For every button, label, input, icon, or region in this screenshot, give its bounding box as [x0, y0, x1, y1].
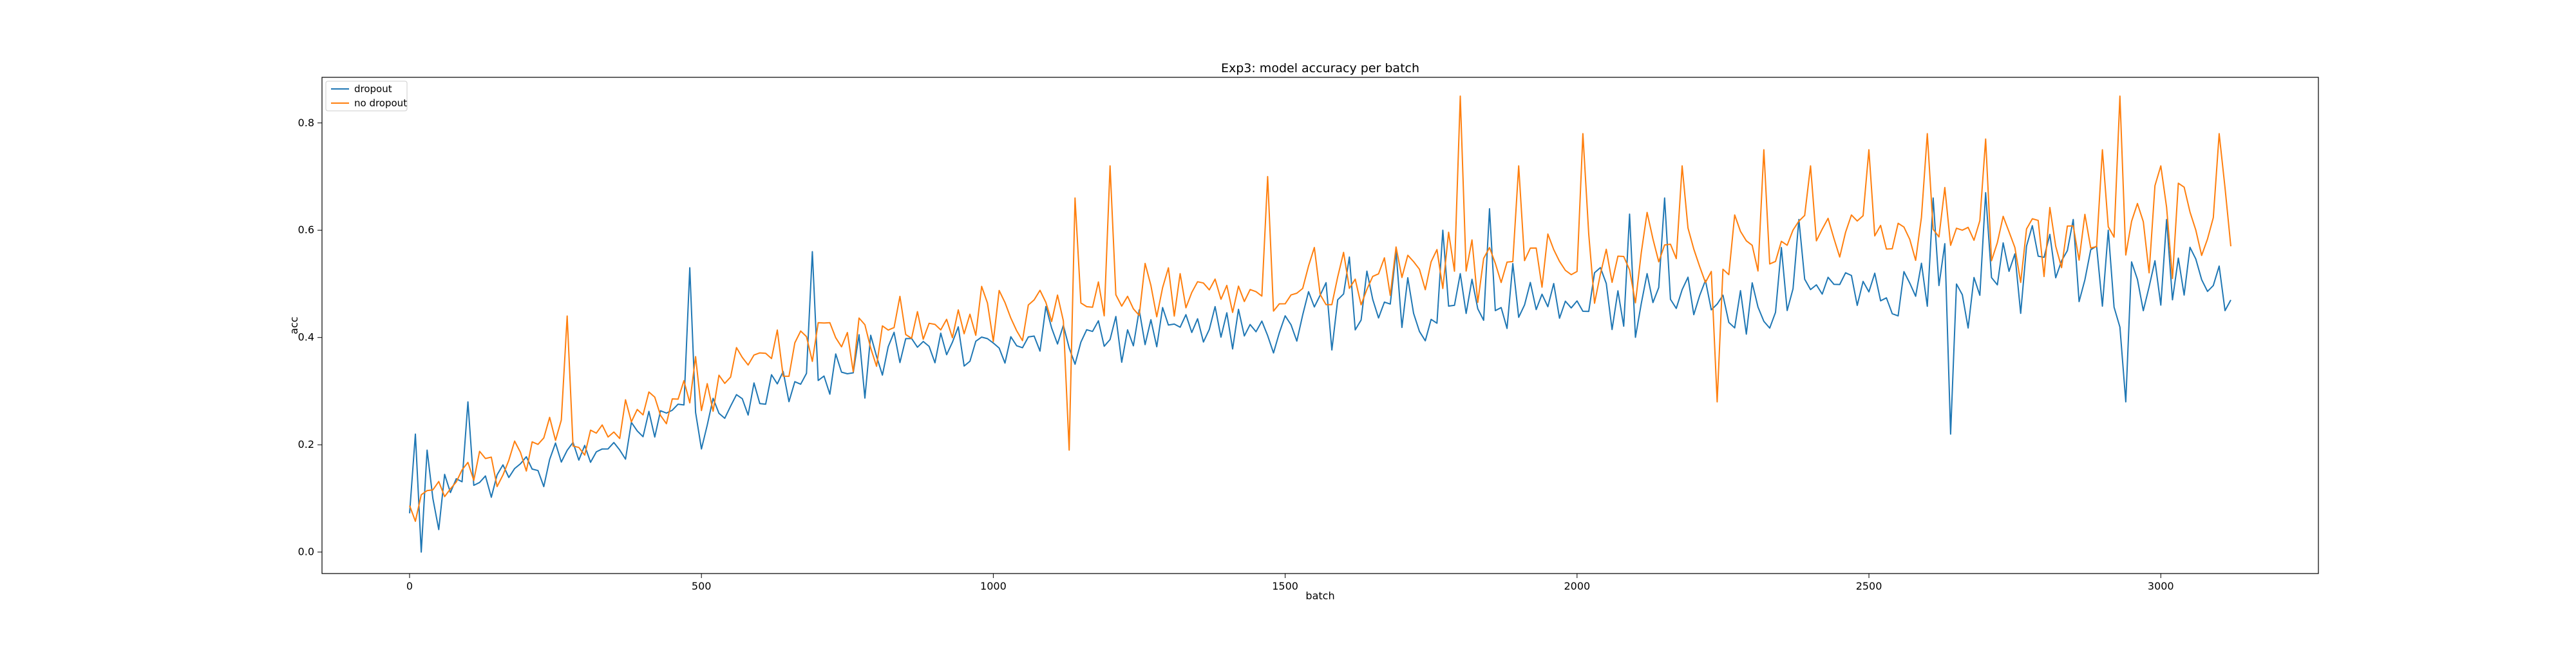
series-layer: [409, 95, 2231, 553]
x-tick-label-0: 0: [406, 580, 413, 592]
plot-frame: [321, 77, 2319, 574]
x-axis: 0 500 1000 1500 2000 2500 3000: [406, 574, 2174, 592]
chart-title: Exp3: model accuracy per batch: [1221, 61, 1419, 75]
series-line-no-dropout: [409, 95, 2231, 522]
y-tick-label-0.2: 0.2: [298, 438, 314, 450]
legend-label-dropout: dropout: [354, 83, 392, 95]
x-axis-label: batch: [1305, 590, 1334, 602]
y-axis-label: acc: [288, 316, 300, 334]
y-axis: 0.0 0.2 0.4 0.6 0.8: [298, 117, 322, 558]
y-tick-label-0.0: 0.0: [298, 546, 314, 558]
x-tick-label-2000: 2000: [1564, 580, 1590, 592]
x-tick-label-2500: 2500: [1856, 580, 1882, 592]
legend-label-no-dropout: no dropout: [354, 97, 407, 109]
y-tick-label-0.8: 0.8: [298, 117, 314, 129]
x-tick-label-500: 500: [692, 580, 712, 592]
x-tick-label-1500: 1500: [1272, 580, 1298, 592]
legend: dropout no dropout: [325, 81, 408, 111]
y-tick-label-0.6: 0.6: [298, 224, 314, 236]
x-tick-label-3000: 3000: [2148, 580, 2174, 592]
x-tick-label-1000: 1000: [980, 580, 1007, 592]
y-tick-label-0.4: 0.4: [298, 331, 314, 343]
